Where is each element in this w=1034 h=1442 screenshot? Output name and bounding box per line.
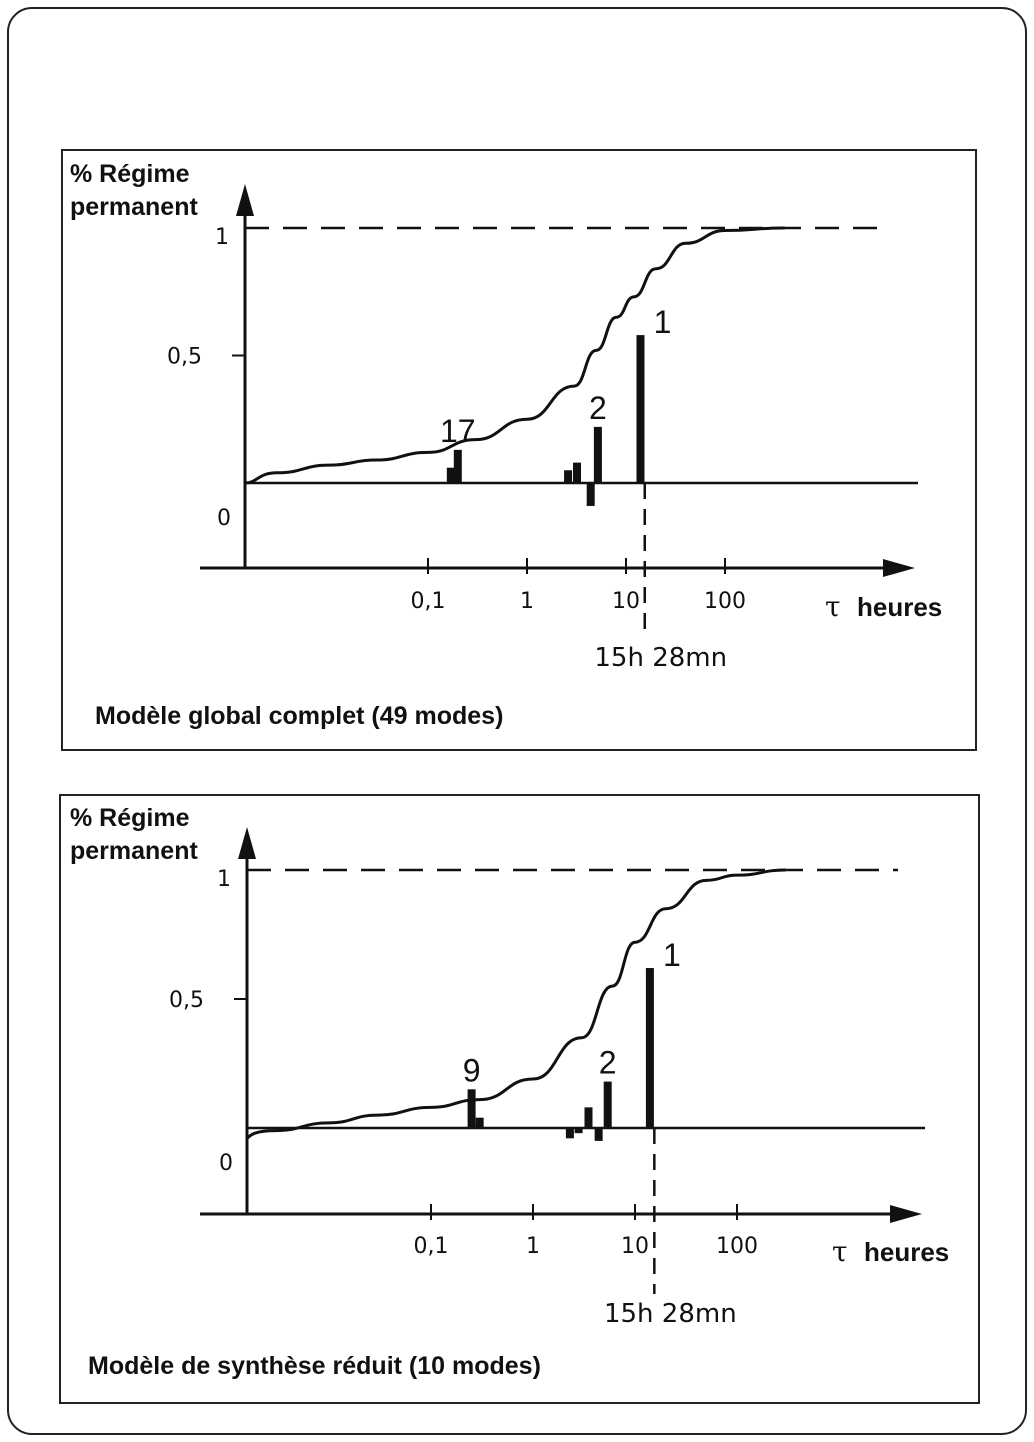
- y-tick-label: 0: [217, 506, 231, 531]
- tau-symbol: τ: [825, 590, 841, 623]
- cumulative-response-curve: [246, 868, 786, 1140]
- y-tick-label: 0,5: [169, 988, 204, 1013]
- mode-bar: [593, 426, 602, 483]
- cumulative-response-curve: [244, 226, 785, 485]
- mode-bar: [565, 1128, 574, 1139]
- mode-bar: [636, 335, 645, 483]
- x-tick-label: 10: [612, 589, 640, 614]
- mode-label: 2: [599, 1045, 617, 1081]
- x-tick-label: 0,1: [411, 589, 446, 614]
- y-tick-label: 1: [217, 867, 231, 892]
- x-axis-arrow: [890, 1205, 922, 1223]
- mode-bar: [603, 1081, 612, 1128]
- y-axis-arrow: [238, 827, 256, 859]
- x-axis-arrow: [883, 559, 915, 577]
- chart-panel-2: % Régime permanent 0 0,5 1 0,1 1 10 100 τ heures 9 2…: [59, 794, 980, 1404]
- mode-label: 1: [663, 937, 681, 973]
- mode-label: 2: [589, 390, 607, 426]
- mode-label: 1: [654, 304, 672, 340]
- mode-label: 17: [440, 413, 476, 449]
- outer-frame: [7, 7, 1027, 1435]
- mode-bar: [584, 1107, 593, 1128]
- y-tick-label: 1: [215, 225, 229, 250]
- y-axis-label-line-1: % Régime: [70, 804, 190, 832]
- y-tick-label: 0,5: [167, 345, 202, 370]
- time-constant-label: 15h 28mn: [594, 643, 727, 673]
- mode-bar: [467, 1089, 476, 1128]
- chart-caption: Modèle global complet (49 modes): [95, 702, 503, 730]
- x-axis-label: heures: [857, 592, 942, 622]
- time-constant-label: 15h 28mn: [604, 1299, 737, 1329]
- mode-label: 9: [463, 1052, 481, 1088]
- tau-symbol: τ: [832, 1235, 848, 1268]
- x-tick-label: 0,1: [414, 1234, 449, 1259]
- mode-bar: [446, 467, 455, 483]
- mode-bar: [594, 1128, 603, 1141]
- x-axis-label: heures: [864, 1237, 949, 1267]
- y-axis-label-line-2: permanent: [70, 837, 198, 865]
- mode-bar: [564, 470, 573, 483]
- mode-bar: [453, 449, 462, 483]
- x-tick-label: 10: [621, 1234, 649, 1259]
- chart-frame: [61, 149, 977, 751]
- y-axis-label-line-1: % Régime: [70, 160, 190, 188]
- mode-bar: [645, 968, 654, 1128]
- x-tick-label: 1: [520, 589, 534, 614]
- chart-caption: Modèle de synthèse réduit (10 modes): [88, 1352, 541, 1380]
- chart-frame: [59, 794, 980, 1404]
- mode-bar: [586, 483, 595, 506]
- x-tick-label: 1: [526, 1234, 540, 1259]
- y-tick-label: 0: [219, 1151, 233, 1176]
- x-tick-label: 100: [716, 1234, 758, 1259]
- mode-bar: [574, 1128, 583, 1134]
- chart-panel-1: % Régime permanent 0 0,5 1 0,1 1 10 100 τ heures 17…: [61, 149, 977, 751]
- y-axis-arrow: [236, 184, 254, 216]
- mode-bar: [475, 1117, 484, 1128]
- mode-bar: [573, 462, 582, 483]
- y-axis-label-line-2: permanent: [70, 193, 198, 221]
- x-tick-label: 100: [704, 589, 746, 614]
